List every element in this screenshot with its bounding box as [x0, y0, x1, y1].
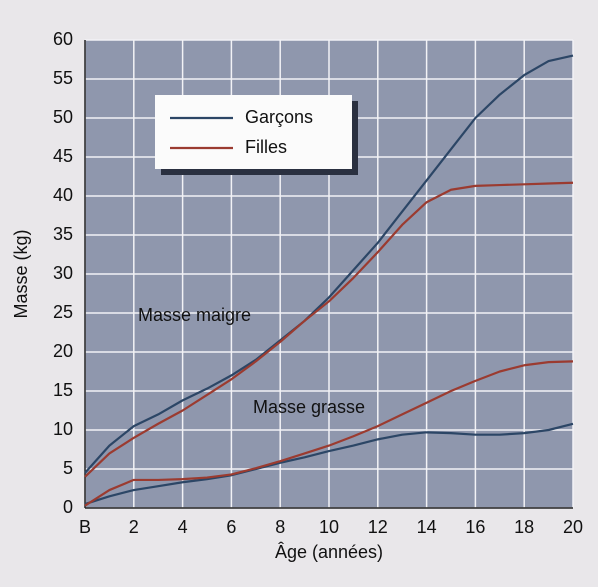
- x-tick-label: 6: [226, 517, 236, 537]
- y-tick-label: 5: [63, 458, 73, 478]
- y-tick-label: 45: [53, 146, 73, 166]
- y-tick-label: 30: [53, 263, 73, 283]
- legend: [155, 95, 352, 169]
- x-tick-label: 10: [319, 517, 339, 537]
- y-tick-label: 0: [63, 497, 73, 517]
- x-axis-label: Âge (années): [275, 542, 383, 562]
- y-tick-label: 15: [53, 380, 73, 400]
- x-tick-label: 18: [514, 517, 534, 537]
- x-tick-label: 8: [275, 517, 285, 537]
- annotation: Masse grasse: [253, 397, 365, 417]
- legend-label: Garçons: [245, 107, 313, 127]
- line: [84, 181, 574, 478]
- y-tick-label: 10: [53, 419, 73, 439]
- x-tick-label: 16: [465, 517, 485, 537]
- x-tick-label: 14: [417, 517, 437, 537]
- y-axis-label: Masse (kg): [11, 229, 31, 318]
- y-tick-label: 25: [53, 302, 73, 322]
- y-tick-label: 40: [53, 185, 73, 205]
- y-tick-label: 20: [53, 341, 73, 361]
- x-tick-label: 4: [178, 517, 188, 537]
- x-tick-label: B: [79, 517, 91, 537]
- line: [84, 54, 574, 474]
- y-tick-label: 50: [53, 107, 73, 127]
- x-tick-label: 12: [368, 517, 388, 537]
- y-tick-label: 35: [53, 224, 73, 244]
- line: [84, 360, 574, 507]
- y-tick-label: 60: [53, 29, 73, 49]
- annotation: Masse maigre: [138, 305, 251, 325]
- line: [84, 422, 574, 506]
- x-tick-label: 20: [563, 517, 583, 537]
- legend-label: Filles: [245, 137, 287, 157]
- y-tick-label: 55: [53, 68, 73, 88]
- x-tick-label: 2: [129, 517, 139, 537]
